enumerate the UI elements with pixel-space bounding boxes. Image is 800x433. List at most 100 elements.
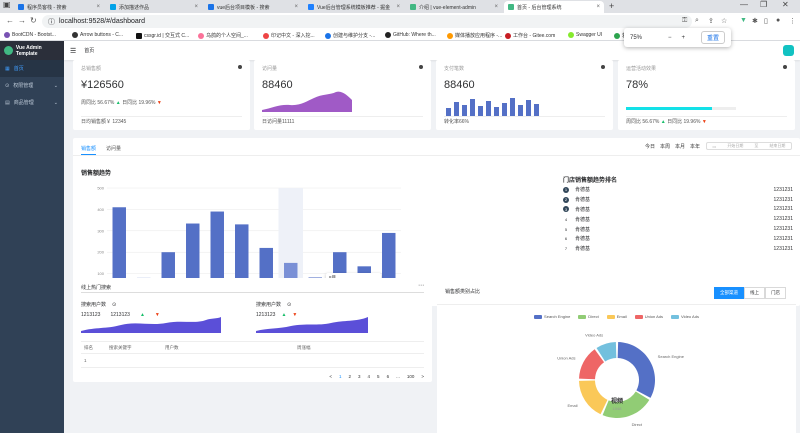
zoom-reset-button[interactable]: 重置 — [700, 31, 725, 44]
breadcrumb[interactable]: 首页 — [84, 48, 95, 54]
bookmark-item[interactable]: cssgr.id | 交互式 C... — [136, 32, 189, 39]
key-icon[interactable]: ⚿ — [682, 17, 688, 24]
bookmark-item[interactable]: Swagger UI — [568, 32, 602, 38]
browser-tab[interactable]: vue后台项目模板 - 搜索 × — [204, 1, 302, 13]
app-logo[interactable]: Vue Admin Template — [0, 41, 64, 60]
info-icon[interactable]: ⊙ — [287, 301, 292, 308]
page-button[interactable]: 2 — [348, 374, 352, 379]
up-arrow-icon: ▲ — [660, 119, 666, 125]
menu-icon[interactable]: ⋮ — [789, 18, 796, 25]
info-icon[interactable] — [419, 65, 423, 69]
rank-value: 1231231 — [773, 206, 793, 213]
bookmark-item[interactable]: 工作台 - Gitee.com — [505, 32, 555, 39]
back-icon[interactable]: ← — [6, 16, 14, 25]
segment-store[interactable]: 门店 — [765, 287, 786, 299]
minimize-icon[interactable]: — — [740, 0, 748, 9]
browser-tab[interactable]: 添加描述作品 × — [106, 1, 202, 13]
close-icon[interactable]: × — [194, 4, 198, 10]
chevron-down-icon: ⌄ — [53, 82, 58, 89]
sidebar-icon[interactable]: ▯ — [764, 18, 768, 25]
segment-all[interactable]: 全部渠道 — [714, 287, 744, 299]
next-page-button[interactable]: > — [421, 374, 424, 379]
extensions-icon[interactable]: ✱ — [752, 18, 758, 25]
reload-icon[interactable]: ↻ — [30, 16, 37, 25]
bookmark-item[interactable]: 创建与维护分支 -... — [325, 32, 375, 39]
browser-tab[interactable]: 介绍 | vue-element-admin × — [406, 1, 502, 13]
stat-title: 总销售额 — [81, 66, 102, 72]
browser-tab[interactable]: 程序员客栈 - 搜索 × — [14, 1, 104, 13]
info-icon[interactable] — [601, 65, 605, 69]
url-field[interactable]: ⓘ localhost:9528/#/dashboard — [42, 15, 692, 28]
bookmark-item[interactable]: Arrow buttons - C... — [72, 32, 123, 38]
close-icon[interactable]: × — [596, 4, 600, 10]
tab-sales[interactable]: 销售额 — [81, 145, 97, 155]
browser-tab-active[interactable]: 首页 - 后台管理系统 × — [504, 1, 604, 13]
workspace-icon[interactable]: ▣ — [3, 0, 11, 9]
info-icon[interactable]: ⓘ — [48, 18, 55, 26]
logo-text: Vue Admin Template — [15, 44, 42, 57]
page-button[interactable]: 5 — [377, 374, 380, 379]
week-compare: 周同比 56.67% — [626, 119, 660, 125]
page-button[interactable]: 6 — [386, 374, 390, 379]
avatar[interactable] — [783, 45, 794, 56]
sidebar-item-permissions[interactable]: ⊙ 权限管理 ⌄ — [0, 77, 64, 94]
range-week[interactable]: 本周 — [659, 144, 670, 150]
close-icon[interactable]: × — [396, 4, 400, 10]
up-arrow-icon: ▲ — [139, 312, 145, 318]
range-year[interactable]: 本年 — [689, 144, 700, 150]
info-icon[interactable] — [238, 65, 242, 69]
hot-search-table: 排名 搜索关键字 用户数 周涨幅 1 — [81, 341, 424, 368]
new-tab-icon[interactable]: + — [609, 1, 615, 11]
bookmark-star-icon[interactable]: ☆ — [721, 18, 728, 25]
maximize-icon[interactable]: ❐ — [760, 0, 768, 9]
close-icon[interactable]: × — [494, 4, 498, 10]
legend-item[interactable]: Email — [606, 314, 627, 319]
bookmark-item[interactable]: 印记中文 - 深入挖... — [263, 32, 315, 39]
block-value: 1213123 — [110, 312, 130, 318]
legend-item[interactable]: Search Engine — [534, 314, 570, 319]
legend-item[interactable]: Direct — [578, 314, 599, 319]
browser-tab[interactable]: Vue后台管理系统模板推荐 - 掘金 × — [304, 1, 404, 13]
table-cell: 1 — [84, 358, 87, 363]
close-icon[interactable]: × — [294, 4, 298, 10]
info-icon[interactable]: ⊙ — [112, 301, 117, 308]
range-month[interactable]: 本月 — [674, 144, 685, 150]
prev-page-button[interactable]: < — [329, 374, 332, 379]
sidebar-item-products[interactable]: ▤ 商品管理 ⌄ — [0, 94, 64, 111]
block-label: 搜索用户数 — [256, 302, 282, 308]
column-header[interactable]: 周涨幅 — [297, 344, 311, 350]
tab-favicon-icon — [18, 4, 24, 10]
zoom-icon[interactable]: ⌕ — [695, 17, 699, 24]
sidebar-item-home[interactable]: ▦ 首页 — [0, 60, 64, 77]
info-icon[interactable] — [783, 65, 787, 69]
page-button[interactable]: 1 — [338, 374, 342, 379]
bookmark-item[interactable]: 乌鸽的个人空间_... — [198, 32, 248, 39]
stat-card-operations: 运营活动效果 78% 周同比 56.67% ▲ 日同比 19.96% ▼ — [618, 60, 795, 130]
forward-icon[interactable]: → — [18, 16, 26, 25]
bookmark-item[interactable]: 媒体播放应用程序 -... — [447, 32, 502, 39]
page-ellipsis[interactable]: ... — [396, 374, 400, 379]
page-button[interactable]: 4 — [367, 374, 371, 379]
range-today[interactable]: 今日 — [644, 144, 655, 150]
extension-vue-icon[interactable]: ▼ — [740, 17, 747, 24]
bookmark-item[interactable]: GitHub: Where th... — [385, 32, 436, 38]
bar — [112, 207, 126, 295]
hamburger-icon[interactable]: ☰ — [70, 47, 77, 55]
bookmark-item[interactable]: BootCDN - Bootst... — [4, 32, 56, 38]
more-icon[interactable]: ⋯ — [418, 283, 424, 289]
window-close-icon[interactable]: ✕ — [782, 0, 789, 9]
page-button[interactable]: 3 — [358, 374, 361, 379]
close-icon[interactable]: × — [96, 4, 100, 10]
tab-label: Vue后台管理系统模板推荐 - 掘金 — [317, 4, 391, 11]
share-icon[interactable]: ⇪ — [708, 18, 714, 25]
date-range-picker[interactable]: ▭ 开始日期 至 结束日期 — [706, 142, 792, 150]
legend-item[interactable]: Video Ads — [671, 314, 699, 319]
page-button[interactable]: 100 — [406, 374, 415, 379]
zoom-in-button[interactable]: + — [681, 34, 686, 41]
tab-visits[interactable]: 访问量 — [106, 146, 122, 152]
segment-online[interactable]: 线上 — [744, 287, 765, 299]
column-header[interactable]: 用户数 — [165, 344, 179, 350]
profile-icon[interactable]: ● — [776, 17, 781, 24]
legend-item[interactable]: Union Ads — [634, 314, 663, 319]
zoom-out-button[interactable]: − — [668, 34, 672, 41]
